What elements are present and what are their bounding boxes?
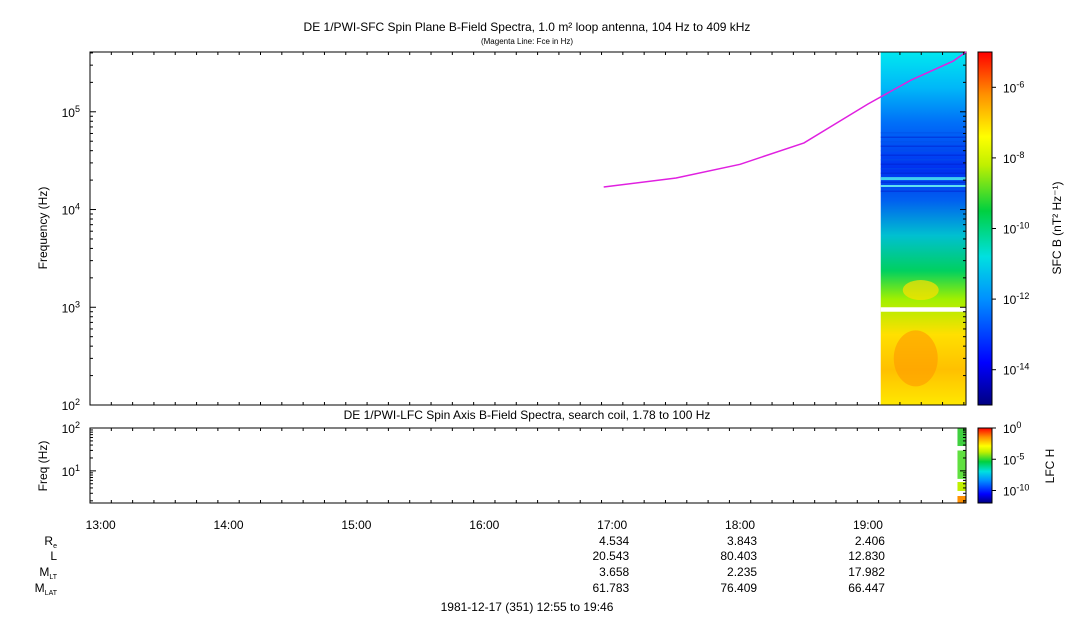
bottom-panel-title: DE 1/PWI-LFC Spin Axis B-Field Spectra, … (344, 408, 711, 422)
ephemeris-row-label: MLAT (35, 581, 58, 597)
spectrogram-texture (880, 163, 966, 165)
top-colorbar (977, 51, 993, 406)
spectrogram-hotspot (902, 280, 939, 301)
ephemeris-value: 80.403 (720, 549, 757, 563)
ephemeris-row-label: L (50, 549, 57, 563)
bottom-colorbar (977, 427, 993, 504)
x-tick-label: 17:00 (597, 518, 627, 532)
colorbar-tick-label: 100 (1003, 420, 1021, 436)
y-tick-label: 104 (62, 202, 80, 218)
colorbar-tick-label: 10-5 (1003, 451, 1024, 467)
spectrogram-texture (880, 145, 966, 147)
bottom-spectrogram (957, 428, 966, 503)
top-y-axis-label: Frequency (Hz) (36, 187, 50, 270)
spectrogram-texture (880, 159, 966, 161)
top-colorbar-label: SFC B (nT² Hz⁻¹) (1050, 182, 1064, 275)
bottom-colorbar-label: LFC H (1043, 449, 1057, 484)
ephemeris-value: 2.406 (855, 534, 885, 548)
ephemeris-value: 2.235 (727, 565, 757, 579)
ephemeris-row-label: Re (44, 534, 57, 550)
ephemeris-value: 4.534 (599, 534, 629, 548)
time-axis: 13:00 14:00 15:00 16:00 17:00 18:00 19:00 (86, 52, 965, 532)
colorbar-tick-label: 10-8 (1003, 150, 1024, 166)
spectrogram-texture (880, 141, 966, 143)
bottom-y-axis-label: Freq (Hz) (36, 441, 50, 492)
lfc-data-cell (957, 446, 966, 451)
bottom-colorbar-ticks: 100 10-5 10-10 (992, 420, 1029, 499)
spectrogram-texture (880, 150, 966, 152)
x-tick-label: 19:00 (853, 518, 883, 532)
top-spectrogram (880, 52, 966, 405)
lfc-data-cell (957, 478, 966, 482)
top-colorbar-ticks: 10-6 10-8 10-10 10-12 10-14 (992, 79, 1029, 378)
x-tick-label: 13:00 (86, 518, 116, 532)
spectrogram-texture (880, 136, 966, 138)
colorbar-tick-label: 10-6 (1003, 79, 1024, 95)
fce-line (603, 51, 967, 188)
colorbar-tick-label: 10-10 (1003, 483, 1029, 499)
spectrogram-gap (880, 307, 966, 312)
bottom-panel-frame (89, 427, 967, 504)
spectrogram-texture (880, 154, 966, 156)
ephemeris-value: 17.982 (848, 565, 885, 579)
y-tick-label: 103 (62, 299, 80, 315)
y-tick-label: 105 (62, 104, 80, 120)
bottom-y-axis: 102 101 (62, 420, 966, 502)
ephemeris-value: 12.830 (848, 549, 885, 563)
spectrogram-texture (880, 132, 966, 134)
y-tick-label: 101 (62, 463, 80, 479)
x-tick-label: 18:00 (725, 518, 755, 532)
ephemeris-row-label: MLT (39, 565, 57, 581)
y-tick-label: 102 (62, 397, 80, 413)
ephemeris-table: Re 4.534 3.843 2.406 L 20.543 80.403 12.830 MLT 3… (35, 534, 886, 597)
colorbar-tick-label: 10-14 (1003, 362, 1029, 378)
spectrogram-band (880, 177, 966, 181)
ephemeris-value: 3.658 (599, 565, 629, 579)
ephemeris-value: 66.447 (848, 581, 885, 595)
spectrogram-band (880, 185, 966, 188)
spectrogram-texture (880, 172, 966, 174)
x-tick-label: 16:00 (469, 518, 499, 532)
spectrogram-texture (880, 190, 966, 192)
ephemeris-value: 20.543 (592, 549, 629, 563)
lfc-data-cell (957, 495, 966, 503)
colorbar-tick-label: 10-10 (1003, 221, 1029, 237)
spectrogram-texture (880, 181, 966, 183)
ephemeris-value: 3.843 (727, 534, 757, 548)
colorbar-tick-label: 10-12 (1003, 291, 1029, 307)
ephemeris-value: 76.409 (720, 581, 757, 595)
x-tick-label: 14:00 (214, 518, 244, 532)
top-panel-subtitle: (Magenta Line: Fce in Hz) (481, 37, 573, 46)
spectrogram-hotspot (893, 330, 938, 387)
top-y-axis: 102 103 104 105 (62, 52, 966, 413)
spectrogram-texture (880, 168, 966, 170)
ephemeris-value: 61.783 (592, 581, 629, 595)
lfc-data-cell (957, 481, 966, 491)
top-panel-frame (89, 51, 967, 406)
lfc-data-cell (957, 490, 966, 496)
x-tick-label: 15:00 (341, 518, 371, 532)
top-panel-title: DE 1/PWI-SFC Spin Plane B-Field Spectra,… (304, 20, 751, 34)
lfc-data-cell (957, 450, 966, 479)
y-tick-label: 102 (62, 420, 80, 436)
lfc-data-cell (957, 428, 966, 447)
footer-date-range: 1981-12-17 (351) 12:55 to 19:46 (441, 600, 614, 614)
